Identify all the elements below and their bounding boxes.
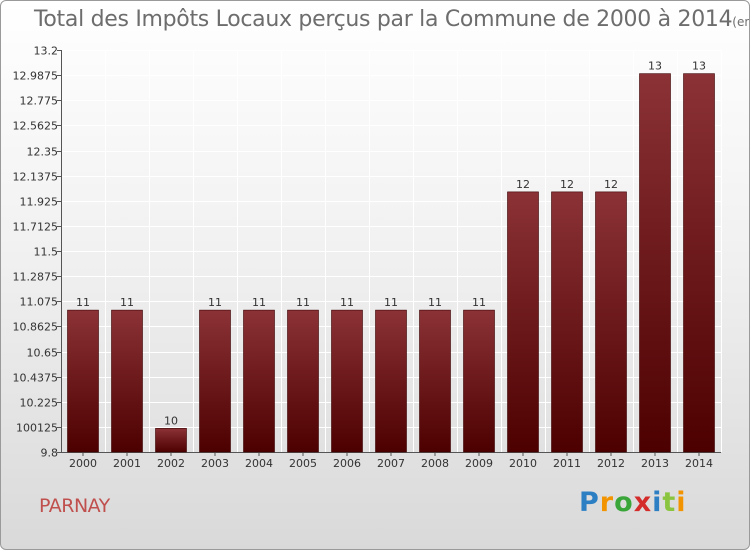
- x-tick-label: 2007: [377, 457, 405, 470]
- x-tick-label: 2012: [597, 457, 625, 470]
- bar: [375, 309, 407, 453]
- bar: [639, 73, 671, 453]
- data-label: 12: [560, 178, 574, 191]
- logo-letter: P: [579, 487, 600, 518]
- data-label: 11: [340, 296, 354, 309]
- data-label: 11: [252, 296, 266, 309]
- logo-letter: i: [676, 487, 687, 518]
- data-label: 11: [472, 296, 486, 309]
- logo-letter: t: [662, 487, 677, 518]
- labels: 9.8 100125 10.225 10.4375 10.65 10.8625 11.075…: [13, 45, 714, 471]
- x-tick-label: 2010: [509, 457, 537, 470]
- bars: [67, 73, 715, 453]
- bar: [507, 191, 539, 453]
- bar: [243, 309, 275, 453]
- logo-letter: r: [599, 487, 615, 518]
- chart-title-text: Total des Impôts Locaux perçus par la Co…: [34, 7, 733, 32]
- y-tick-label: 12.775: [20, 95, 59, 108]
- y-tick-label: 13.2: [34, 45, 59, 58]
- x-tick-label: 2013: [641, 457, 669, 470]
- bar: [67, 309, 99, 453]
- data-label: 11: [296, 296, 310, 309]
- x-tick-label: 2014: [685, 457, 713, 470]
- y-tick-label: 11.925: [20, 196, 59, 209]
- y-tick-label: 11.2875: [13, 271, 59, 284]
- data-label: 13: [648, 60, 662, 73]
- y-tick-label: 11.075: [20, 296, 59, 309]
- y-tick-label: 11.5: [34, 246, 59, 259]
- bar: [331, 309, 363, 453]
- x-tick-label: 2011: [553, 457, 581, 470]
- logo-letter: o: [614, 487, 634, 518]
- data-label: 12: [604, 178, 618, 191]
- bar: [199, 309, 231, 453]
- logo-letter: i: [652, 487, 663, 518]
- data-label: 11: [120, 296, 134, 309]
- data-label: 10: [164, 414, 178, 427]
- data-label: 11: [428, 296, 442, 309]
- bar: [551, 191, 583, 453]
- bar: [683, 73, 715, 453]
- y-tick-label: 12.35: [27, 146, 59, 159]
- bar: [155, 428, 187, 453]
- y-tick-label: 10.225: [20, 397, 59, 410]
- commune-name: PARNAY: [39, 495, 110, 517]
- bar: [419, 309, 451, 453]
- bar: [111, 309, 143, 453]
- logo-letter: x: [633, 487, 653, 518]
- data-label: 11: [76, 296, 90, 309]
- x-tick-label: 2009: [465, 457, 493, 470]
- x-tick-label: 2003: [201, 457, 229, 470]
- data-label: 13: [692, 60, 706, 73]
- x-tick-label: 2001: [113, 457, 141, 470]
- x-tick-label: 2005: [289, 457, 317, 470]
- x-tick-label: 2008: [421, 457, 449, 470]
- x-tick-label: 2002: [157, 457, 185, 470]
- data-label: 12: [516, 178, 530, 191]
- y-tick-label: 11.7125: [13, 221, 59, 234]
- x-tick-label: 2006: [333, 457, 361, 470]
- chart-unit: (en milliers d'€): [732, 15, 750, 29]
- chart-title: Total des Impôts Locaux perçus par la Co…: [34, 7, 750, 32]
- y-tick-label: 100125: [16, 422, 58, 435]
- bar: [595, 191, 627, 453]
- axes: [57, 50, 721, 456]
- x-tick-label: 2004: [245, 457, 273, 470]
- proxiti-logo[interactable]: Proxiti: [579, 487, 687, 518]
- data-label: 11: [208, 296, 222, 309]
- y-tick-label: 12.5625: [13, 120, 59, 133]
- y-tick-label: 9.8: [41, 447, 59, 460]
- y-tick-label: 12.9875: [13, 70, 59, 83]
- y-tick-label: 10.4375: [13, 372, 59, 385]
- bar: [287, 309, 319, 453]
- x-tick-label: 2000: [69, 457, 97, 470]
- y-tick-label: 10.8625: [13, 321, 59, 334]
- data-label: 11: [384, 296, 398, 309]
- y-tick-label: 12.1375: [13, 171, 59, 184]
- y-tick-label: 10.65: [27, 347, 59, 360]
- bar: [463, 309, 495, 453]
